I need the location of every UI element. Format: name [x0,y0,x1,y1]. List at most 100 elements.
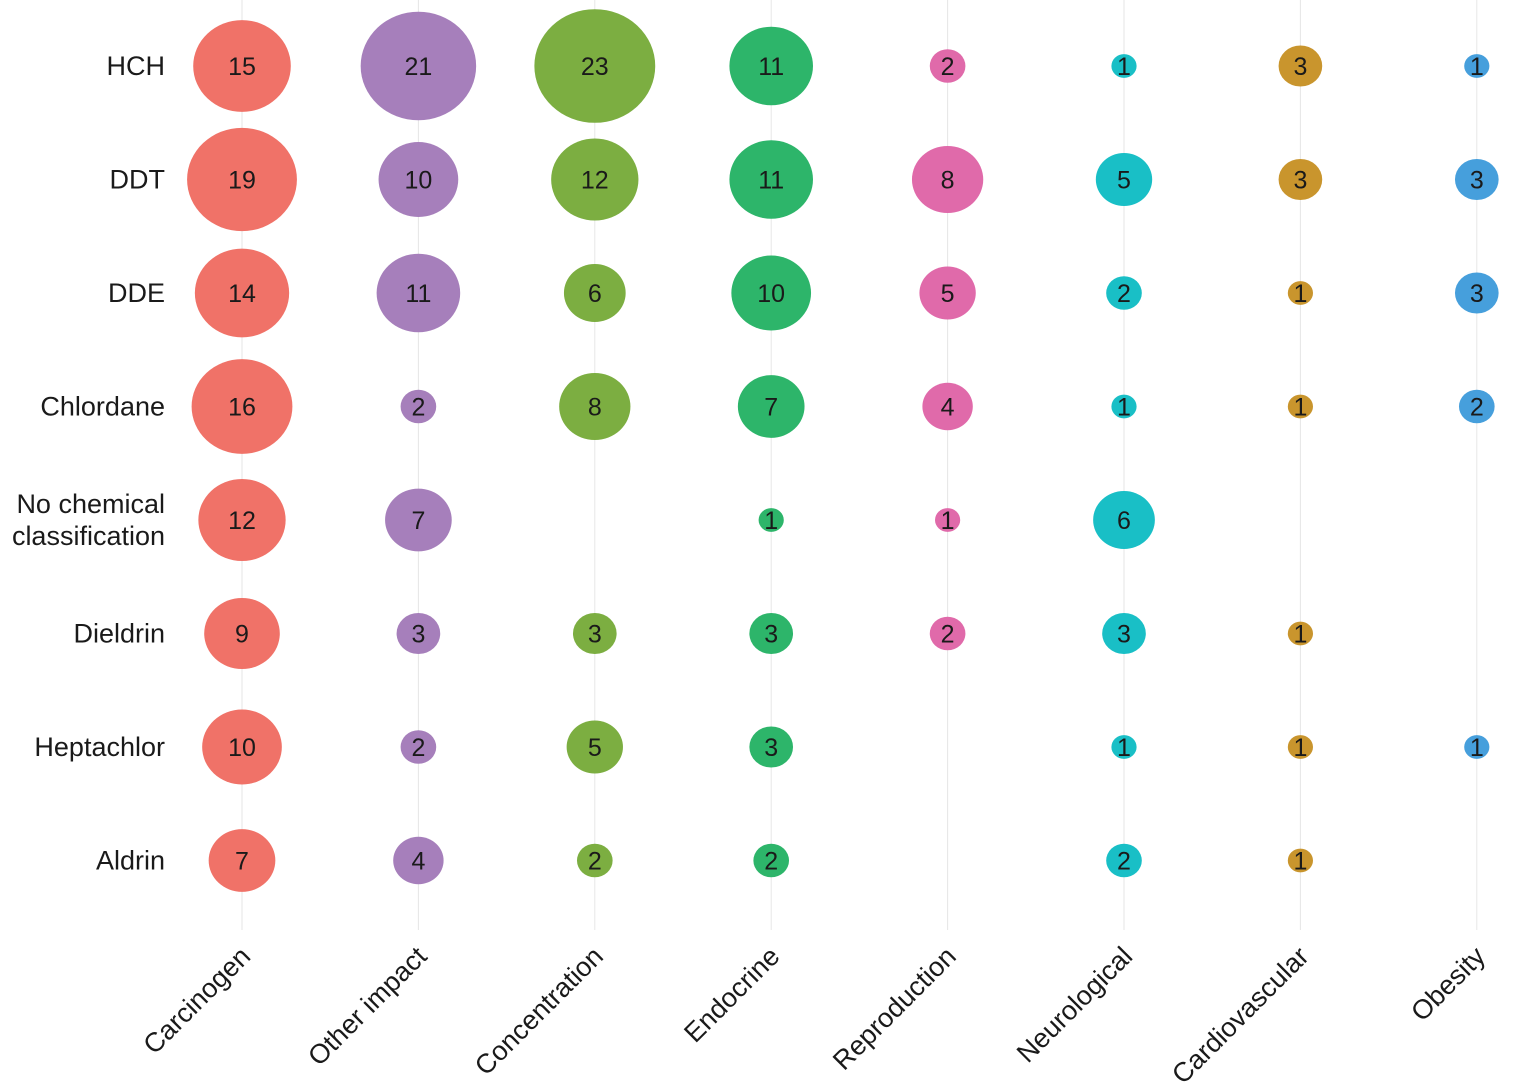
bubble-no-chemical-classification-carcinogen [198,478,286,562]
bubble-value-dde-concentration: 6 [588,280,602,308]
bubble-ddt-cardiovascular [1278,158,1323,201]
row-label-aldrin: Aldrin [96,846,165,876]
bubble-value-no-chemical-classification-reproduction: 1 [941,507,955,535]
bubble-value-no-chemical-classification-endocrine: 1 [764,507,778,535]
bubble-ddt-other-impact [378,142,459,217]
bubble-no-chemical-classification-other-impact [385,488,452,552]
bubble-hch-concentration [534,9,656,123]
bubble-value-chlordane-other-impact: 2 [411,394,425,422]
bubble-value-ddt-endocrine: 11 [758,167,784,195]
bubble-value-dieldrin-neurological: 3 [1117,621,1131,649]
bubble-dde-concentration [563,263,626,323]
col-label-reproduction: Reproduction [827,941,962,1076]
bubble-heptachlor-cardiovascular [1287,735,1313,759]
bubbles: 15 21 23 11 2 1 3 119 10 12 11 8 5 3 314 11 6 10 5 2 1 316 2 8 7… [187,9,1499,892]
bubble-value-chlordane-neurological: 1 [1117,394,1131,422]
bubble-value-heptachlor-carcinogen: 10 [228,734,256,762]
bubble-value-ddt-carcinogen: 19 [228,167,256,195]
column-labels: Carcinogen Other impact Concentration Endoc… [137,941,1491,1090]
bubble-dieldrin-carcinogen [204,597,280,670]
bubble-value-chlordane-carcinogen: 16 [228,394,256,422]
row-label-dde: DDE [108,278,165,308]
bubble-hch-neurological [1111,54,1137,78]
bubble-aldrin-other-impact [393,836,444,885]
bubble-value-no-chemical-classification-neurological: 6 [1117,507,1131,535]
bubble-aldrin-concentration [576,843,613,878]
bubble-dde-neurological [1106,276,1142,310]
bubble-value-chlordane-obesity: 2 [1470,394,1484,422]
bubble-dde-other-impact [376,253,461,333]
bubble-value-dde-endocrine: 10 [757,280,785,308]
bubble-heptachlor-other-impact [400,730,437,764]
col-label-cardiovascular: Cardiovascular [1166,941,1315,1090]
bubble-hch-carcinogen [193,20,291,112]
col-label-carcinogen: Carcinogen [137,941,256,1060]
bubble-value-dde-obesity: 3 [1470,280,1484,308]
bubble-value-hch-neurological: 1 [1117,53,1131,81]
bubble-value-aldrin-cardiovascular: 1 [1293,848,1307,876]
bubble-chlordane-obesity [1458,389,1495,424]
bubble-value-heptachlor-endocrine: 3 [764,734,778,762]
bubble-value-dde-reproduction: 5 [941,280,955,308]
bubble-chlordane-concentration [559,373,631,440]
bubble-value-chlordane-reproduction: 4 [941,394,955,422]
bubble-value-heptachlor-concentration: 5 [588,734,602,762]
bubble-value-hch-obesity: 1 [1470,53,1484,81]
bubble-aldrin-neurological [1106,843,1142,878]
bubble-hch-reproduction [929,49,966,83]
bubble-chlordane-cardiovascular [1287,394,1313,419]
bubble-chlordane-reproduction [922,382,973,431]
bubble-dieldrin-cardiovascular [1287,621,1313,646]
bubble-value-dieldrin-endocrine: 3 [764,621,778,649]
bubble-no-chemical-classification-neurological [1093,490,1155,550]
col-label-obesity: Obesity [1405,941,1491,1027]
bubble-value-ddt-obesity: 3 [1470,167,1484,195]
bubble-value-dde-other-impact: 11 [405,280,431,308]
bubble-ddt-carcinogen [187,127,297,232]
bubble-value-aldrin-other-impact: 4 [411,848,425,876]
col-label-neurological: Neurological [1011,941,1138,1068]
bubble-dde-endocrine [731,255,812,331]
bubble-value-dieldrin-other-impact: 3 [411,621,425,649]
bubble-value-aldrin-neurological: 2 [1117,848,1131,876]
bubble-chlordane-other-impact [400,389,437,424]
bubble-value-ddt-concentration: 12 [581,167,609,195]
bubble-ddt-reproduction [911,146,984,213]
bubble-value-ddt-neurological: 5 [1117,167,1131,195]
bubble-hch-endocrine [729,26,813,106]
bubble-dde-carcinogen [194,248,290,338]
bubble-value-aldrin-carcinogen: 7 [235,848,249,876]
row-labels: HCH DDT DDE Chlordane No chemical classificat… [12,51,165,876]
bubble-dieldrin-other-impact [396,612,441,655]
bubble-hch-other-impact [360,11,477,121]
bubble-dde-cardiovascular [1287,281,1313,305]
bubble-value-heptachlor-other-impact: 2 [411,734,425,762]
bubble-heptachlor-concentration [566,720,623,774]
bubble-value-chlordane-concentration: 8 [588,394,602,422]
col-label-concentration: Concentration [469,941,609,1081]
bubble-value-heptachlor-obesity: 1 [1470,734,1484,762]
bubble-hch-obesity [1464,54,1490,78]
bubble-dieldrin-reproduction [929,616,966,651]
bubble-ddt-neurological [1095,153,1153,206]
row-label-hch: HCH [107,51,166,81]
row-label-dieldrin: Dieldrin [73,619,165,649]
bubble-value-chlordane-endocrine: 7 [764,394,778,422]
bubble-value-dieldrin-concentration: 3 [588,621,602,649]
bubble-hch-cardiovascular [1278,45,1323,87]
bubble-heptachlor-carcinogen [202,709,282,785]
bubble-value-dieldrin-carcinogen: 9 [235,621,249,649]
col-label-other-impact: Other impact [302,941,433,1072]
bubble-value-dieldrin-reproduction: 2 [941,621,955,649]
bubble-value-ddt-reproduction: 8 [941,167,955,195]
row-label-ddt: DDT [110,165,166,195]
bubble-no-chemical-classification-endocrine [758,508,784,532]
bubble-value-hch-carcinogen: 15 [228,53,256,81]
bubble-value-no-chemical-classification-other-impact: 7 [411,507,425,535]
bubble-dde-reproduction [919,266,976,320]
bubble-value-dieldrin-cardiovascular: 1 [1293,621,1307,649]
bubble-heptachlor-neurological [1111,735,1137,759]
bubble-value-dde-cardiovascular: 1 [1293,280,1307,308]
bubble-no-chemical-classification-reproduction [935,508,961,532]
bubble-ddt-endocrine [729,140,813,219]
